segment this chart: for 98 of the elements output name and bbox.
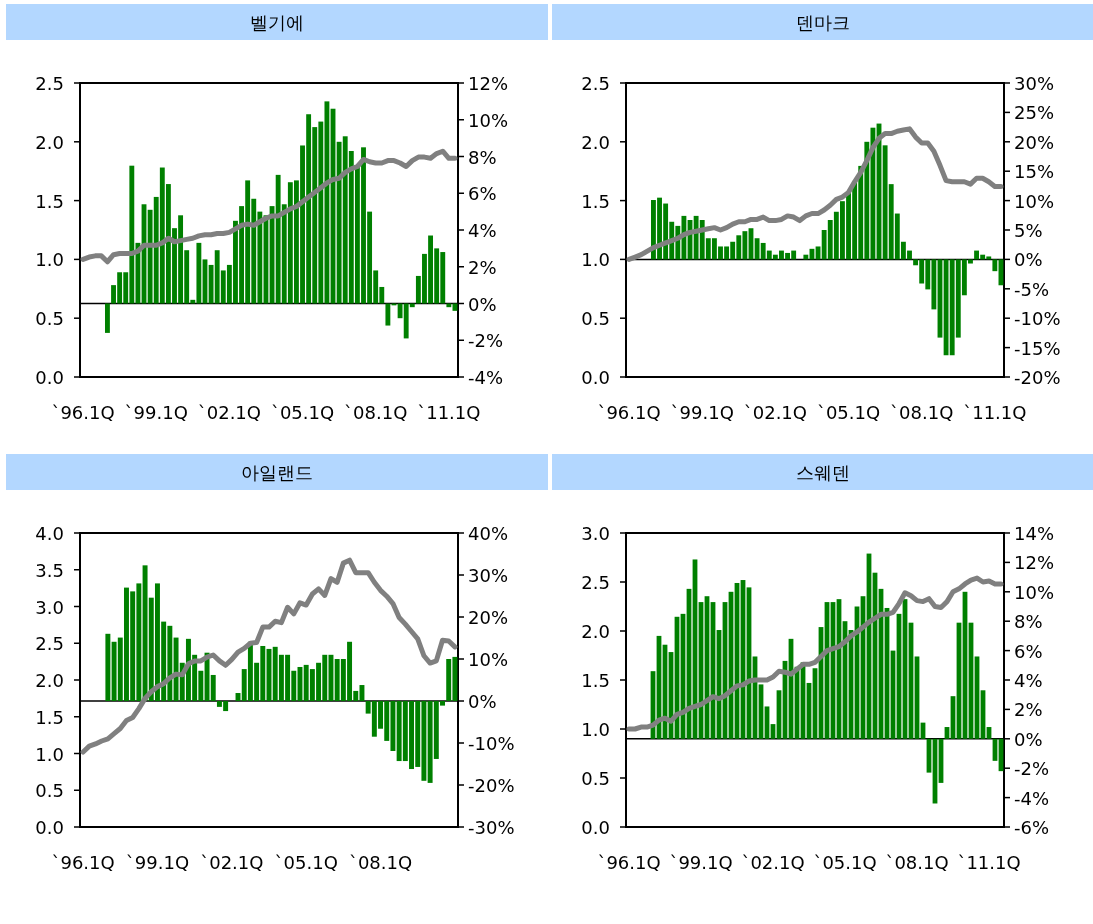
y2-tick-label: 0% (468, 691, 497, 712)
y-tick-label: 1.5 (35, 190, 64, 212)
x-tick-label: `02.1Q (197, 402, 261, 423)
y2-tick-label: 8% (468, 146, 497, 168)
y2-tick-label: 25% (1014, 102, 1055, 124)
bar (992, 259, 998, 272)
chart-title: 아일랜드 (241, 462, 313, 483)
y-tick-label: 1.0 (35, 249, 64, 271)
y2-tick-label: 10% (468, 649, 509, 670)
y-tick-label: 3.0 (35, 596, 64, 618)
y2-tick-label: -2% (1014, 758, 1050, 780)
x-tick-label: `99.1Q (125, 852, 190, 873)
y2-tick-label: -20% (468, 775, 515, 796)
y-tick-label: 2.5 (35, 633, 64, 655)
x-tick-label: `96.1Q (51, 852, 115, 873)
y2-tick-label: -6% (1014, 817, 1050, 838)
x-tick-label: `05.1Q (270, 402, 335, 423)
y2-tick-label: 12% (468, 73, 509, 94)
y-tick-label: 0.5 (581, 308, 610, 330)
y2-tick-label: 0% (468, 293, 497, 315)
y2-tick-label: 15% (1014, 161, 1055, 183)
y-tick-label: 0.0 (581, 367, 610, 388)
x-tick-label: `02.1Q (200, 852, 264, 873)
y2-tick-label: 20% (1014, 131, 1055, 153)
y2-tick-label: 40% (468, 523, 509, 544)
y-tick-label: 1.5 (581, 670, 610, 691)
y2-tick-label: 10% (1014, 581, 1055, 603)
x-tick-label: `96.1Q (51, 402, 115, 423)
y-tick-label: 3.0 (581, 523, 610, 544)
x-tick-label: `05.1Q (274, 852, 338, 873)
bar (105, 303, 110, 333)
x-tick-label: `02.1Q (741, 852, 805, 873)
y2-tick-label: 2% (468, 256, 497, 278)
y-tick-label: 1.0 (35, 743, 64, 765)
x-tick-label: `11.1Q (957, 852, 1021, 873)
y-tick-label: 2.5 (581, 73, 610, 94)
y-tick-label: 1.0 (581, 249, 610, 271)
y2-tick-label: -5% (1014, 278, 1050, 300)
y2-tick-label: 30% (1014, 73, 1055, 94)
chart-title: 덴마크 (796, 12, 850, 33)
y2-tick-label: 30% (468, 565, 509, 586)
x-tick-label: `08.1Q (348, 852, 413, 873)
y2-tick-label: 8% (1014, 611, 1043, 633)
x-tick-label: `11.1Q (963, 402, 1027, 423)
x-tick-label: `08.1Q (890, 402, 954, 423)
y2-tick-label: -10% (468, 733, 515, 754)
y2-tick-label: -4% (468, 367, 504, 388)
y2-tick-label: 12% (1014, 552, 1055, 574)
y2-tick-label: 2% (1014, 699, 1043, 721)
x-tick-label: `99.1Q (124, 402, 188, 423)
y-tick-label: 0.5 (35, 308, 64, 330)
y-tick-label: 0.0 (35, 367, 64, 388)
y2-tick-label: 14% (1014, 523, 1055, 544)
bar (105, 633, 111, 701)
y2-tick-label: 10% (468, 109, 509, 131)
y2-tick-label: 4% (468, 220, 497, 241)
y-tick-label: 2.0 (581, 131, 610, 153)
y-tick-label: 1.5 (581, 190, 610, 212)
x-tick-label: `08.1Q (344, 402, 408, 423)
x-tick-label: `05.1Q (816, 402, 881, 423)
y2-tick-label: -4% (1014, 787, 1050, 809)
x-tick-label: `99.1Q (670, 402, 734, 423)
chart-title: 스웨덴 (796, 462, 850, 483)
bar (385, 303, 391, 326)
y-tick-label: 2.5 (581, 572, 610, 593)
x-tick-label: `11.1Q (417, 402, 481, 423)
y2-tick-label: 0% (1014, 728, 1043, 750)
y-tick-label: 0.0 (35, 817, 64, 838)
x-tick-label: `05.1Q (813, 852, 877, 873)
x-tick-label: `96.1Q (597, 852, 661, 873)
x-tick-label: `02.1Q (743, 402, 807, 423)
chart-title: 벨기에 (250, 12, 304, 33)
y-tick-label: 4.0 (35, 523, 64, 544)
y-tick-label: 0.5 (581, 768, 610, 789)
y2-tick-label: 5% (1014, 220, 1043, 241)
y-tick-label: 2.0 (35, 131, 64, 153)
y2-tick-label: 0% (1014, 249, 1043, 271)
y2-tick-label: 6% (468, 183, 497, 205)
y-tick-label: 0.0 (581, 817, 610, 838)
y-tick-label: 1.5 (35, 706, 64, 728)
y2-tick-label: -10% (1014, 308, 1061, 330)
y-tick-label: 3.5 (35, 559, 64, 581)
x-tick-label: `96.1Q (597, 402, 661, 423)
y-tick-label: 0.5 (35, 780, 64, 802)
y2-tick-label: -2% (468, 330, 504, 352)
y-tick-label: 2.0 (35, 670, 64, 691)
y2-tick-label: -15% (1014, 337, 1061, 359)
y2-tick-label: 20% (468, 607, 509, 628)
y2-tick-label: -20% (1014, 367, 1061, 388)
y-tick-label: 2.0 (581, 621, 610, 642)
y-tick-label: 1.0 (581, 719, 610, 740)
y2-tick-label: 6% (1014, 640, 1043, 662)
y2-tick-label: 4% (1014, 670, 1043, 691)
x-tick-label: `08.1Q (885, 852, 949, 873)
y2-tick-label: 10% (1014, 190, 1055, 212)
x-tick-label: `99.1Q (669, 852, 733, 873)
y2-tick-label: -30% (468, 817, 515, 838)
y-tick-label: 2.5 (35, 73, 64, 94)
